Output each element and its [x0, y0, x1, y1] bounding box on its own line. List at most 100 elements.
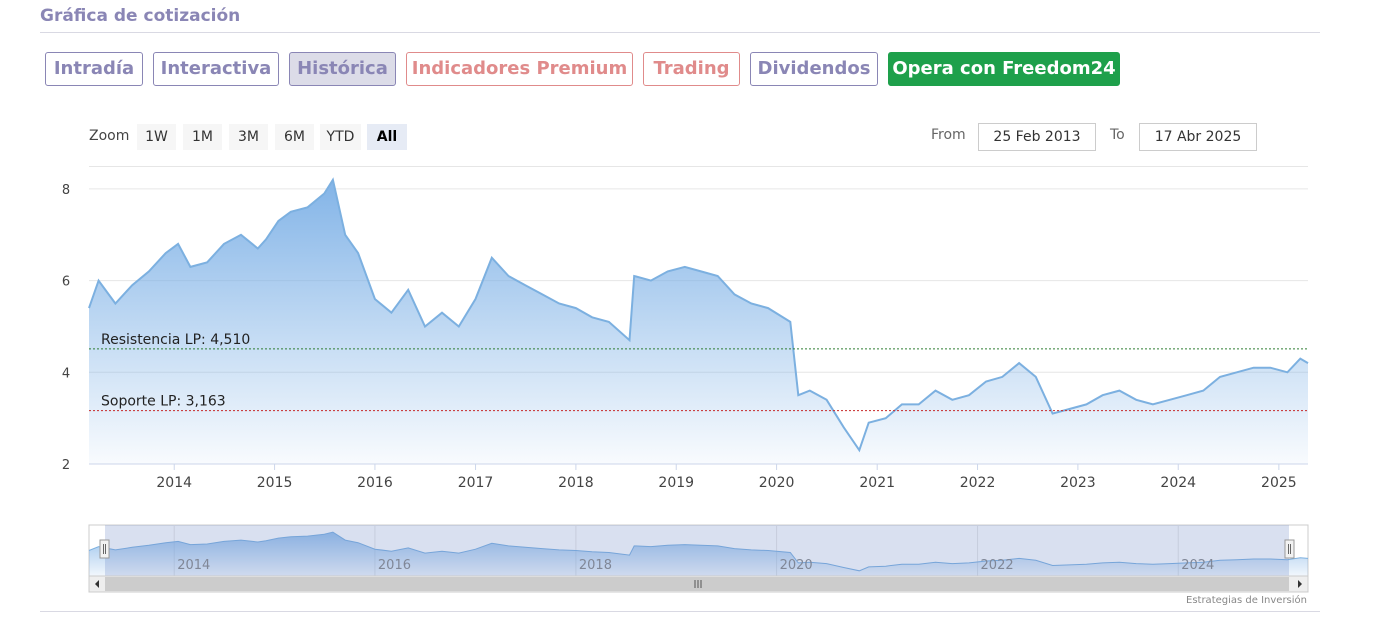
data-point-20	[374, 298, 376, 300]
data-point-21	[390, 312, 392, 314]
data-point-50	[858, 449, 860, 451]
navigator-right-handle[interactable]	[1284, 539, 1295, 559]
tab-indicadores-premium[interactable]: Indicadores Premium	[406, 52, 633, 86]
data-point-61	[1035, 376, 1037, 378]
annotation-label-1: Soporte LP: 3,163	[101, 394, 226, 410]
data-point-47	[809, 389, 811, 391]
zoom-6m-button[interactable]: 6M	[275, 124, 314, 150]
data-point-74	[1252, 367, 1254, 369]
freedom24-button[interactable]: Opera con Freedom24	[888, 52, 1120, 86]
navigator-area	[89, 532, 1308, 576]
data-point-30	[541, 293, 543, 295]
navigator[interactable]: 2014 2016 2018 2020 2022 2024	[88, 524, 1309, 577]
y-tick-label-6: 6	[62, 275, 70, 290]
navigator-line	[88, 531, 1309, 572]
tab-dividendos[interactable]: Dividendos	[750, 52, 878, 86]
data-point-23	[424, 325, 426, 327]
toolbar-divider	[89, 166, 1308, 167]
data-point-10	[240, 234, 242, 236]
chart-credit[interactable]: Estrategias de Inversión	[1186, 595, 1307, 606]
data-point-64	[1085, 403, 1087, 405]
price-area	[89, 179, 1308, 465]
data-point-73	[1236, 371, 1238, 373]
tab-interactiva[interactable]: Interactiva	[153, 52, 279, 86]
data-point-41	[717, 275, 719, 277]
data-point-39	[684, 266, 686, 268]
data-point-46	[797, 394, 799, 396]
data-point-26	[474, 298, 476, 300]
data-point-40	[700, 270, 702, 272]
data-point-27	[491, 256, 493, 258]
price-line	[88, 177, 1309, 453]
data-point-5	[165, 252, 167, 254]
data-point-9	[223, 243, 225, 245]
zoom-1m-button[interactable]: 1M	[183, 124, 222, 150]
data-point-4	[148, 270, 150, 272]
x-tick-label-2015: 2015	[257, 475, 293, 491]
data-point-57	[968, 394, 970, 396]
title-divider	[40, 32, 1320, 33]
data-point-48	[825, 399, 827, 401]
scroll-right-arrow-icon[interactable]	[1298, 580, 1302, 588]
data-point-1	[97, 279, 99, 281]
x-tick-label-2020: 2020	[759, 475, 795, 491]
data-point-11	[257, 247, 259, 249]
data-point-31	[558, 302, 560, 304]
data-point-25	[458, 325, 460, 327]
data-point-68	[1152, 403, 1154, 405]
data-point-12	[265, 238, 267, 240]
data-point-17	[332, 179, 334, 181]
zoom-3m-button[interactable]: 3M	[229, 124, 268, 150]
from-date-input[interactable]: 25 Feb 2013	[978, 123, 1096, 151]
data-point-45	[789, 321, 791, 323]
to-date-input[interactable]: 17 Abr 2025	[1139, 123, 1257, 151]
navigator-tick-label-2020: 2020	[780, 558, 813, 573]
data-point-60	[1018, 362, 1020, 364]
y-tick-label-4: 4	[62, 366, 70, 381]
from-label: From	[931, 127, 966, 143]
tab-trading[interactable]: Trading	[643, 52, 740, 86]
data-point-55	[934, 389, 936, 391]
zoom-1w-button[interactable]: 1W	[137, 124, 176, 150]
scroll-left-arrow-icon[interactable]	[95, 580, 99, 588]
scrollbar[interactable]	[88, 575, 1309, 593]
zoom-label: Zoom	[89, 128, 130, 144]
x-tick-label-2025: 2025	[1261, 475, 1297, 491]
data-point-65	[1101, 394, 1103, 396]
zoom-all-button[interactable]: All	[367, 124, 407, 150]
to-label: To	[1110, 127, 1125, 143]
tab-intradia[interactable]: Intradía	[45, 52, 143, 86]
navigator-tick-label-2024: 2024	[1181, 558, 1214, 573]
x-tick-label-2018: 2018	[558, 475, 594, 491]
data-point-34	[608, 321, 610, 323]
scrollbar-thumb[interactable]	[105, 577, 1289, 591]
data-point-6	[177, 243, 179, 245]
y-axis-labels: 2 4 6 8	[62, 183, 70, 473]
data-point-75	[1269, 367, 1271, 369]
data-point-69	[1169, 399, 1171, 401]
navigator-left-handle[interactable]	[99, 539, 110, 559]
y-tick-label-8: 8	[62, 183, 70, 198]
zoom-ytd-button[interactable]: YTD	[320, 124, 361, 150]
data-point-66	[1118, 389, 1120, 391]
data-point-14	[290, 211, 292, 213]
data-point-24	[441, 312, 443, 314]
level-annotations: Resistencia LP: 4,510 Soporte LP: 3,163	[89, 332, 1308, 412]
data-point-2	[114, 302, 116, 304]
x-tick-label-2022: 2022	[960, 475, 996, 491]
tab-historica[interactable]: Histórica	[289, 52, 396, 86]
data-point-54	[918, 403, 920, 405]
navigator-selection[interactable]	[105, 525, 1289, 576]
data-point-8	[206, 261, 208, 263]
section-title: Gráfica de cotización	[40, 6, 241, 26]
data-point-7	[189, 266, 191, 268]
data-point-13	[277, 220, 279, 222]
data-point-44	[767, 307, 769, 309]
data-point-16	[323, 192, 325, 194]
scrollbar-grip-icon	[694, 580, 702, 588]
data-point-15	[306, 206, 308, 208]
data-point-32	[575, 307, 577, 309]
data-point-62	[1051, 412, 1053, 414]
data-point-49	[842, 426, 844, 428]
